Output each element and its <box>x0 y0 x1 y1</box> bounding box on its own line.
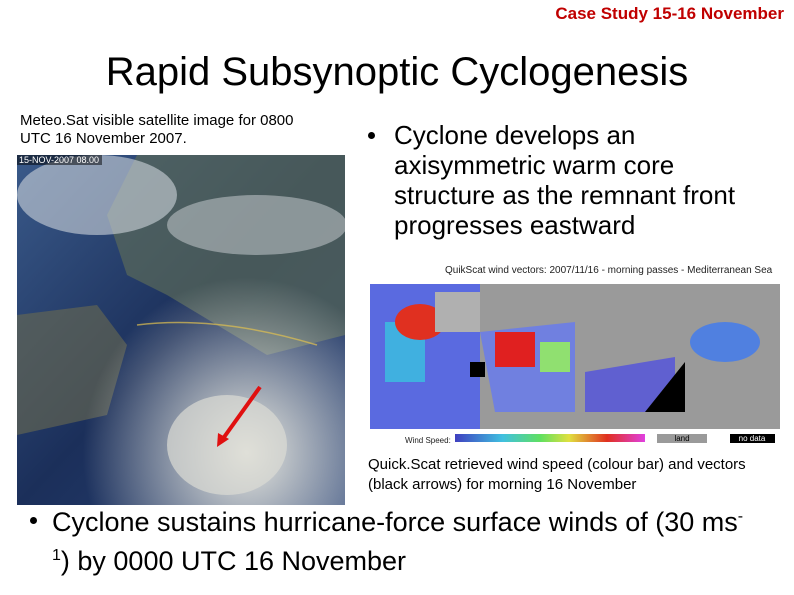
legend-land: land <box>674 434 689 443</box>
arrow-head <box>217 433 229 447</box>
superscript: -1 <box>52 508 744 564</box>
bullet-text: Cyclone develops an axisymmetric warm co… <box>394 120 736 240</box>
quikscat-image: QuikScat wind vectors: 2007/11/16 - morn… <box>345 262 794 448</box>
text: ) by 0000 UTC 16 November <box>60 546 407 576</box>
text: Cyclone sustains hurricane-force surface… <box>52 507 738 537</box>
satellite-stamp: 15-NOV-2007 08.00 <box>19 155 99 165</box>
bullet-dot <box>30 517 37 524</box>
case-label: Case Study 15-16 November <box>555 4 784 23</box>
satellite-image: 15-NOV-2007 08.00 <box>17 155 345 505</box>
legend-label: Wind Speed: <box>405 436 451 445</box>
satellite-caption: Meteo.Sat visible satellite image for 08… <box>20 112 294 147</box>
quikscat-caption: Quick.Scat retrieved wind speed (colour … <box>368 456 746 493</box>
quikscat-title: QuikScat wind vectors: 2007/11/16 - morn… <box>445 265 773 276</box>
cyclone-arrow <box>220 385 262 442</box>
bullet-dot <box>368 132 375 139</box>
legend-nodata: no data <box>739 434 766 443</box>
bullet-text: Cyclone sustains hurricane-force surface… <box>52 500 752 578</box>
colour-bar <box>455 434 645 442</box>
slide-title: Rapid Subsynoptic Cyclogenesis <box>105 50 689 94</box>
